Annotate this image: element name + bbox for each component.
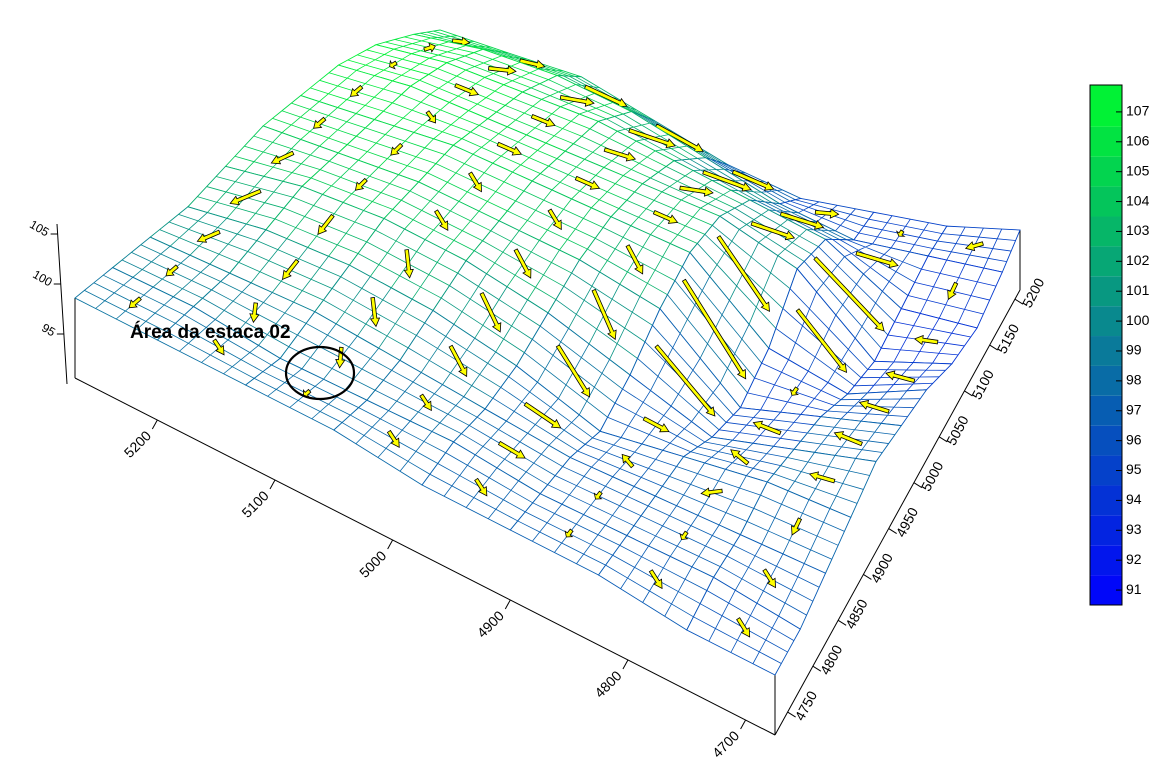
colorbar-label: 100 xyxy=(1126,312,1150,328)
x-tick-label: 5100 xyxy=(238,487,271,520)
y-tick-label: 5150 xyxy=(993,321,1022,356)
chart: 4700 4800 4900 5000 5100 5200 4750 4800 4850 4900… xyxy=(0,0,1169,767)
annotation: Área da estaca 02 xyxy=(130,321,291,343)
colorbar-label: 98 xyxy=(1126,372,1142,388)
x-tick-label: 5200 xyxy=(121,427,154,460)
x-tick xyxy=(270,480,275,489)
z-tick-label: 100 xyxy=(30,267,55,289)
colorbar-label: 104 xyxy=(1126,192,1150,208)
colorbar-band xyxy=(1090,85,1122,127)
y-tick-label: 4950 xyxy=(892,505,921,540)
colorbar-label: 102 xyxy=(1126,252,1150,268)
colorbar-label: 101 xyxy=(1126,282,1150,298)
surface xyxy=(75,30,1020,735)
x-tick-label: 4800 xyxy=(591,667,624,700)
x-tick xyxy=(388,540,393,549)
x-tick xyxy=(623,660,628,669)
y-tick-label: 4800 xyxy=(817,642,846,677)
colorbar-label: 103 xyxy=(1126,222,1150,238)
x-tick-label: 4900 xyxy=(474,607,507,640)
colorbar-label: 94 xyxy=(1126,491,1142,507)
y-tick-label: 5200 xyxy=(1019,275,1048,310)
colorbar-label: 95 xyxy=(1126,461,1142,477)
colorbar-label: 91 xyxy=(1126,581,1142,597)
y-tick-label: 4900 xyxy=(867,550,896,585)
x-tick xyxy=(505,600,510,609)
colorbar-label: 92 xyxy=(1126,551,1142,567)
x-tick xyxy=(741,720,746,729)
colorbar-label: 93 xyxy=(1126,521,1142,537)
x-tick-label: 4700 xyxy=(709,727,742,760)
z-tick-label: 105 xyxy=(27,217,52,239)
colorbar-label: 106 xyxy=(1126,132,1150,148)
y-tick-label: 4850 xyxy=(842,596,871,631)
colorbar-label: 97 xyxy=(1126,401,1142,417)
y-tick-label: 5000 xyxy=(918,459,947,494)
x-tick xyxy=(152,420,157,429)
y-tick-label: 5050 xyxy=(943,413,972,448)
z-tick-label: 95 xyxy=(39,321,58,340)
y-tick-label: 5100 xyxy=(968,367,997,402)
x-tick-label: 5000 xyxy=(356,547,389,580)
colorbar: 91 92 93 94 95 96 97 98 99 100 101 102 103 104 105 106 1… xyxy=(1090,85,1150,605)
y-tick-label: 4750 xyxy=(791,688,820,723)
colorbar-label: 96 xyxy=(1126,431,1142,447)
z-axis-line xyxy=(57,224,67,384)
colorbar-label: 99 xyxy=(1126,342,1142,358)
colorbar-label: 107 xyxy=(1126,103,1150,119)
colorbar-label: 105 xyxy=(1126,162,1150,178)
